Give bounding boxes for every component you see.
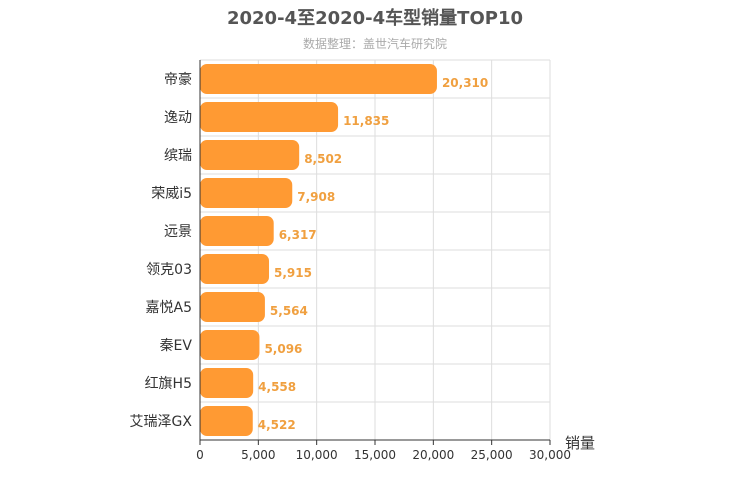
bar bbox=[200, 254, 270, 284]
bar bbox=[200, 140, 300, 170]
value-label: 8,502 bbox=[304, 152, 342, 166]
x-tick-label: 25,000 bbox=[471, 448, 513, 462]
value-label: 5,096 bbox=[264, 342, 302, 356]
category-label: 荣威i5 bbox=[151, 186, 192, 202]
bar bbox=[200, 292, 265, 322]
bar bbox=[200, 64, 437, 94]
x-tick-label: 20,000 bbox=[412, 448, 454, 462]
x-axis-unit-label: 销量 bbox=[565, 434, 595, 452]
x-tick-label: 5,000 bbox=[241, 448, 275, 462]
x-tick-label: 10,000 bbox=[296, 448, 338, 462]
category-label: 秦EV bbox=[160, 338, 193, 354]
value-label: 6,317 bbox=[279, 228, 317, 242]
bar bbox=[200, 330, 260, 360]
x-tick-label: 0 bbox=[196, 448, 204, 462]
bars bbox=[200, 64, 437, 436]
category-label: 红旗H5 bbox=[145, 376, 192, 392]
chart-subtitle: 数据整理：盖世汽车研究院 bbox=[303, 36, 447, 51]
x-tick-label: 30,000 bbox=[529, 448, 571, 462]
value-label: 20,310 bbox=[442, 76, 488, 90]
grid bbox=[199, 59, 551, 445]
category-label: 艾瑞泽GX bbox=[130, 414, 193, 430]
category-label: 嘉悦A5 bbox=[146, 300, 192, 316]
category-label: 帝豪 bbox=[164, 72, 192, 88]
x-tick-label: 15,000 bbox=[354, 448, 396, 462]
category-label: 领克03 bbox=[146, 262, 192, 278]
value-label: 7,908 bbox=[297, 190, 335, 204]
labels: 0 5,000 10,000 15,000 20,000 25,000 30,000 帝豪 20… bbox=[130, 72, 571, 462]
value-label: 4,558 bbox=[258, 380, 296, 394]
bar bbox=[200, 178, 293, 208]
chart-title: 2020-4至2020-4车型销量TOP10 bbox=[227, 7, 523, 29]
bar bbox=[200, 368, 254, 398]
bar bbox=[200, 216, 274, 246]
value-label: 11,835 bbox=[343, 114, 389, 128]
category-label: 缤瑞 bbox=[164, 148, 192, 164]
bar bbox=[200, 102, 339, 132]
bar bbox=[200, 406, 253, 436]
value-label: 5,564 bbox=[270, 304, 308, 318]
category-label: 远景 bbox=[164, 224, 192, 240]
value-label: 5,915 bbox=[274, 266, 312, 280]
value-label: 4,522 bbox=[258, 418, 296, 432]
category-label: 逸动 bbox=[164, 110, 192, 126]
